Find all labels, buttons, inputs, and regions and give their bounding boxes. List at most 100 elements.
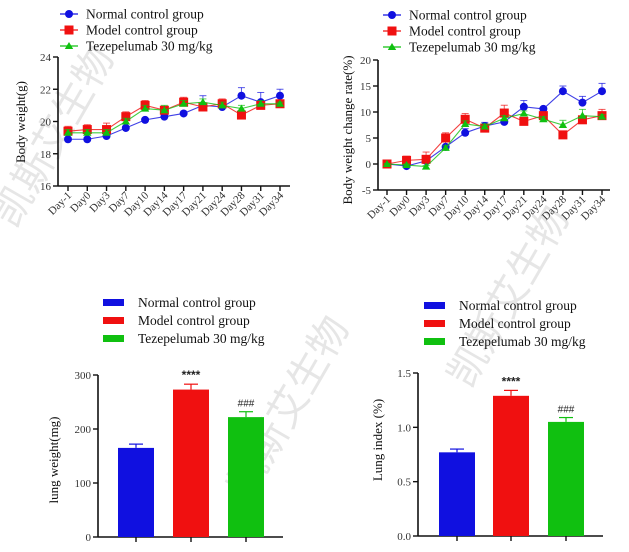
- data-point: [460, 119, 470, 127]
- legend-item: Tezepelumab 30 mg/kg: [103, 331, 265, 346]
- legend-label: Normal control group: [86, 7, 204, 22]
- bar: [548, 421, 584, 536]
- bar: [228, 417, 264, 537]
- lung-index-ticks: 0.0 0.5 1.0 1.5: [397, 368, 567, 543]
- data-point: [461, 128, 470, 137]
- series-tezepelumab: [382, 108, 607, 170]
- y-tick-label: 22: [40, 84, 51, 96]
- legend-item: Model control group: [60, 23, 198, 38]
- data-point: [500, 114, 509, 122]
- watermark-text-3: 凯斯艾生物: [439, 199, 579, 395]
- data-point: [441, 133, 451, 143]
- data-point: [236, 110, 246, 120]
- legend-item: Normal control group: [424, 298, 577, 313]
- data-point: [499, 108, 509, 118]
- y-tick-label: 1.5: [397, 368, 411, 380]
- lung-weight-chart: Normal control group Model control group T…: [46, 295, 283, 544]
- legend-swatch: [424, 338, 445, 345]
- bar-group: [118, 443, 154, 537]
- y-tick-label: 0: [366, 159, 372, 171]
- y-tick-label: 10: [360, 107, 372, 119]
- legend-label: Normal control group: [138, 295, 256, 310]
- series-line: [68, 101, 280, 134]
- y-tick-label: 15: [360, 81, 372, 93]
- lung-index-legend: Normal control group Model control group T…: [424, 298, 586, 349]
- legend-swatch: [424, 320, 445, 327]
- y-tick-label: 0.5: [397, 477, 411, 489]
- data-point: [121, 123, 130, 132]
- data-point: [519, 102, 528, 111]
- series-line: [386, 90, 603, 167]
- bar-group: ###: [228, 399, 264, 537]
- legend-item: Tezepelumab 30 mg/kg: [424, 334, 586, 349]
- body-weight-change-ticks: -505101520Day-1Day0Day3Day7Day10Day14Day…: [360, 55, 608, 223]
- significance-label: ###: [238, 399, 255, 410]
- body-weight-y-axis-title: Body weight(g): [13, 81, 28, 163]
- data-point: [121, 117, 131, 125]
- data-point: [64, 135, 72, 144]
- legend-label: Normal control group: [459, 298, 577, 313]
- legend-label: Tezepelumab 30 mg/kg: [86, 39, 213, 54]
- data-point: [402, 155, 412, 165]
- data-point: [421, 154, 431, 164]
- lung-weight-legend: Normal control group Model control group T…: [103, 295, 265, 346]
- legend-marker: [387, 26, 397, 36]
- data-point: [160, 106, 169, 114]
- y-tick-label: 300: [75, 370, 92, 382]
- bar-group: ****: [493, 374, 529, 536]
- data-point: [140, 104, 150, 112]
- bar: [493, 395, 529, 536]
- legend-label: Model control group: [138, 313, 250, 328]
- data-point: [402, 161, 411, 169]
- data-point: [558, 121, 568, 128]
- bar-group: ****: [173, 368, 209, 537]
- data-point: [83, 128, 92, 136]
- data-point: [237, 91, 246, 100]
- legend-label: Tezepelumab 30 mg/kg: [409, 40, 536, 55]
- y-tick-label: 24: [40, 52, 52, 64]
- legend-label: Tezepelumab 30 mg/kg: [138, 331, 265, 346]
- legend-item: Tezepelumab 30 mg/kg: [383, 40, 536, 55]
- y-tick-label: -5: [362, 185, 372, 197]
- y-tick-label: 200: [75, 424, 92, 436]
- lung-index-plot: **** ###: [439, 374, 584, 536]
- data-point: [519, 109, 529, 117]
- data-point: [598, 87, 606, 96]
- y-tick-label: 0: [86, 532, 92, 544]
- y-tick-label: 0.0: [397, 531, 411, 543]
- data-point: [179, 99, 188, 107]
- legend-marker: [388, 11, 396, 19]
- data-point: [275, 99, 285, 107]
- legend-marker: [65, 10, 73, 18]
- bar-group: ###: [548, 405, 584, 536]
- series-normal: [64, 87, 284, 144]
- lung-weight-plot: **** ###: [118, 368, 264, 537]
- lung-index-chart: Normal control group Model control group T…: [370, 298, 603, 543]
- legend-label: Model control group: [409, 24, 521, 39]
- x-tick-label: Day3: [407, 193, 433, 219]
- series-normal: [383, 82, 606, 171]
- y-tick-label: 20: [360, 55, 372, 67]
- y-tick-label: 20: [40, 117, 52, 129]
- y-tick-label: 18: [40, 149, 52, 161]
- y-tick-label: 1.0: [397, 422, 411, 434]
- significance-label: ****: [502, 374, 521, 388]
- legend-marker: [387, 43, 397, 50]
- x-tick-label: Day3: [87, 189, 113, 215]
- data-point: [237, 104, 246, 112]
- data-point: [63, 128, 73, 136]
- x-tick-label: Day0: [68, 189, 94, 215]
- x-tick-label: Day0: [387, 193, 413, 219]
- legend-swatch: [103, 299, 124, 306]
- data-point: [256, 99, 265, 107]
- data-point: [198, 102, 208, 112]
- data-point: [539, 115, 548, 123]
- body-weight-change-axes: [377, 60, 610, 191]
- data-point: [460, 114, 470, 124]
- legend-item: Model control group: [383, 24, 521, 39]
- legend-label: Normal control group: [409, 8, 527, 23]
- legend-item: Normal control group: [60, 7, 204, 22]
- data-point: [577, 115, 587, 125]
